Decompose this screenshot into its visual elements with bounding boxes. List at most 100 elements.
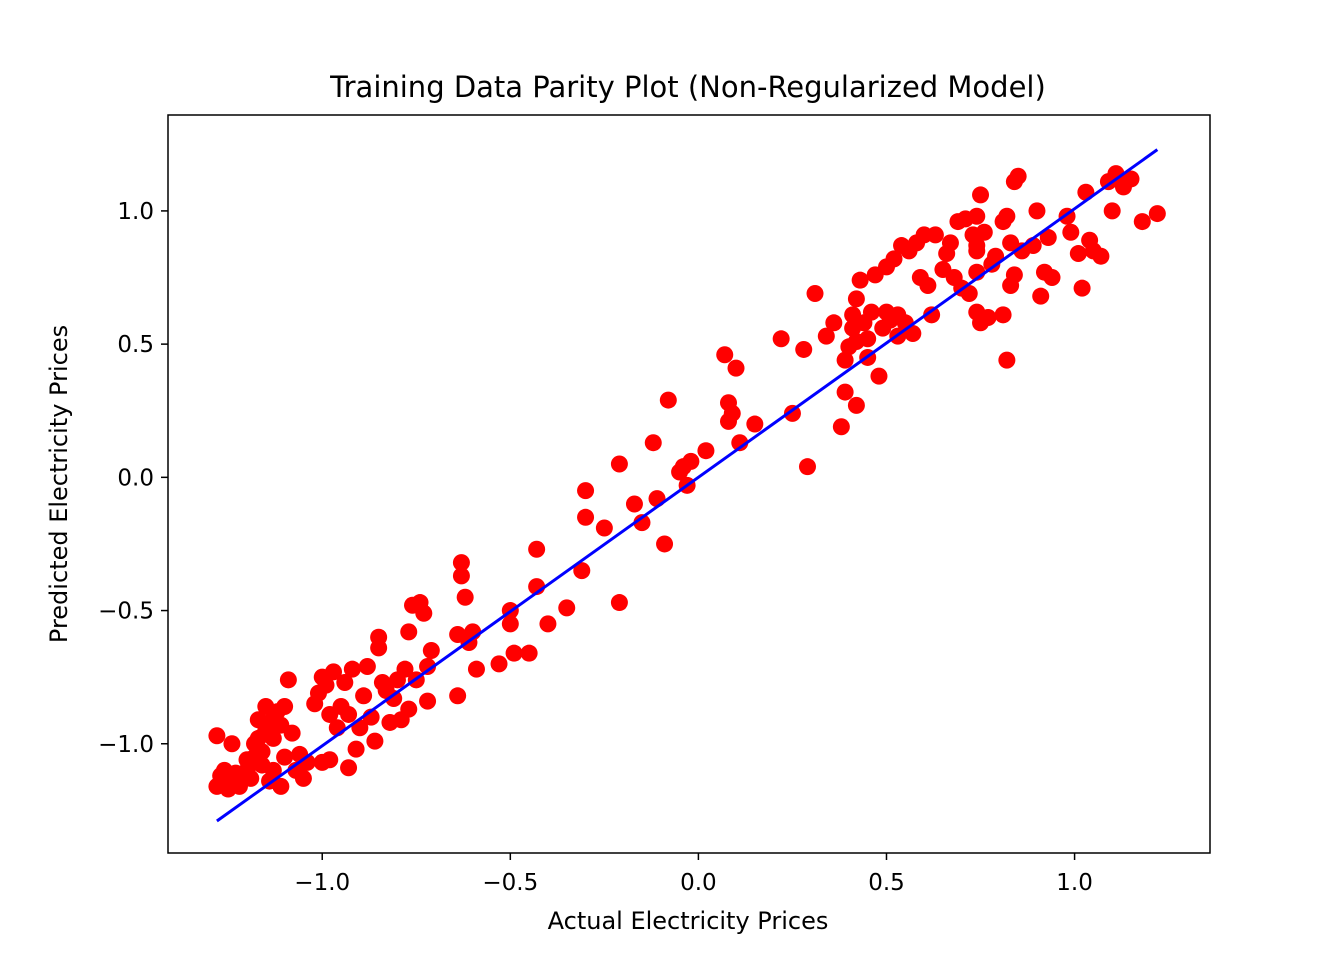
data-point [832,418,850,436]
data-point [452,554,470,572]
data-point [941,234,959,252]
data-point [923,306,941,324]
parity-line [216,148,1159,823]
data-point [422,642,440,660]
data-point [723,404,741,422]
data-point [926,226,944,244]
data-point [294,769,312,787]
data-point [1009,167,1027,185]
data-point [727,359,745,377]
data-point [1092,247,1110,265]
data-point [279,671,297,689]
y-tick-label: −0.5 [98,599,154,625]
data-point [859,330,877,348]
data-point [697,442,715,460]
data-point [501,615,519,633]
data-point [716,346,734,364]
data-point [1069,245,1087,263]
data-point [340,705,358,723]
data-point [806,285,824,303]
data-point [968,207,986,225]
data-point [340,759,358,777]
data-point [1043,269,1061,287]
data-point [449,687,467,705]
data-point [656,535,674,553]
data-point [817,327,835,345]
data-point [1062,223,1080,241]
data-point [1122,170,1140,188]
y-axis-label: Predicted Electricity Prices [45,325,73,643]
data-point [825,314,843,332]
data-point [505,644,523,662]
data-point [358,658,376,676]
y-tick-label: 0.5 [117,332,154,358]
data-point [595,519,613,537]
x-tick-label: −0.5 [482,870,538,896]
x-tick-label: 0.0 [680,870,717,896]
y-tick-label: 0.0 [117,465,154,491]
data-point [783,404,801,422]
data-point [317,676,335,694]
data-point [746,415,764,433]
data-point [321,751,339,769]
data-point [836,383,854,401]
x-axis-label: Actual Electricity Prices [548,907,829,935]
data-point [795,340,813,358]
data-point [919,277,937,295]
data-point [659,391,677,409]
data-point [975,223,993,241]
data-point [347,740,365,758]
data-point [998,207,1016,225]
data-point [577,482,595,500]
data-point [798,458,816,476]
data-point [1073,279,1091,297]
data-point [400,623,418,641]
data-point [968,242,986,260]
data-point [1039,229,1057,247]
data-point [772,330,790,348]
x-tick-label: 0.5 [868,870,905,896]
data-point [385,689,403,707]
data-point [1133,213,1151,231]
data-point [276,697,294,715]
data-point [847,396,865,414]
data-point [862,303,880,321]
data-point [539,615,557,633]
data-point [325,663,343,681]
data-point [558,599,576,617]
data-point [870,367,888,385]
data-point [836,351,854,369]
data-point [355,687,373,705]
data-point [1028,202,1046,220]
data-point [419,658,437,676]
data-point [456,588,474,606]
data-point [336,673,354,691]
data-point [682,452,700,470]
data-point [467,660,485,678]
data-point [415,604,433,622]
plot-area: −1.0 −0.5 0.0 0.5 1.0 −1.0 −0.5 0.0 0.5 1.0 [98,114,1211,896]
chart-title: Training Data Parity Plot (Non-Regulariz… [329,70,1046,104]
data-point [208,727,226,745]
data-point [396,660,414,678]
data-point [366,732,384,750]
data-point [731,434,749,452]
x-tick-label: −1.0 [294,870,350,896]
data-point [419,692,437,710]
data-point [1148,205,1166,223]
data-point [610,455,628,473]
data-point [223,735,241,753]
data-point [400,700,418,718]
data-point [1005,266,1023,284]
data-point [452,567,470,585]
data-point [283,724,301,742]
data-point [573,562,591,580]
data-point [610,594,628,612]
data-point [847,290,865,308]
y-tick-label: 1.0 [117,199,154,225]
data-point [1032,287,1050,305]
data-point [960,285,978,303]
data-point [885,250,903,268]
